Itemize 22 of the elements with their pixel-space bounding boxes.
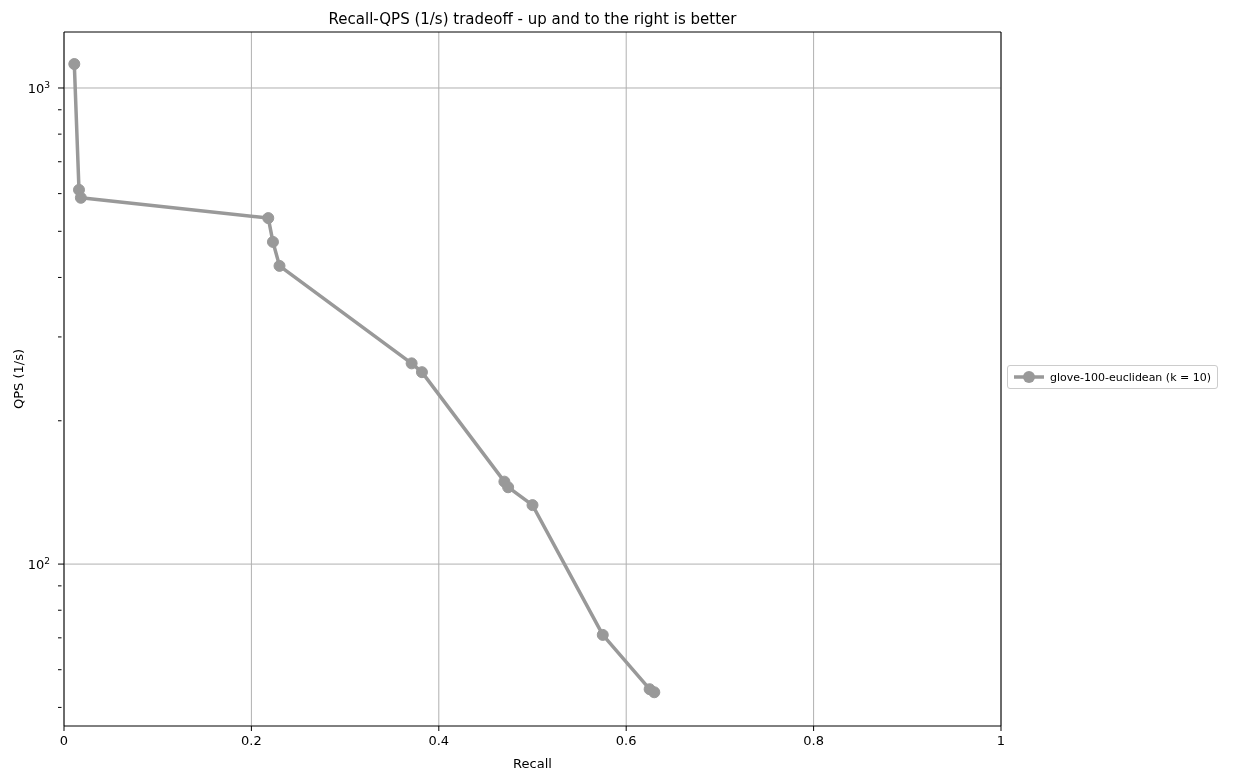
- x-axis-title: Recall: [513, 756, 552, 771]
- point: [273, 259, 286, 272]
- x-tick-label: 0.8: [803, 733, 824, 748]
- legend-label: glove-100-euclidean (k = 10): [1050, 370, 1211, 384]
- point: [502, 481, 515, 494]
- y-tick-label: 10$^{3}$: [27, 79, 51, 96]
- point: [415, 366, 428, 379]
- x-tick-label: 0.6: [615, 733, 637, 748]
- x-tick-label: 0.2: [241, 733, 262, 748]
- point: [648, 686, 661, 699]
- point: [596, 628, 609, 641]
- y-axis-title: QPS (1/s): [10, 348, 26, 410]
- y-tick-label: 10$^{2}$: [27, 556, 50, 573]
- x-tick-label: 0.4: [428, 733, 450, 748]
- point: [68, 58, 81, 70]
- point: [526, 499, 539, 512]
- point: [262, 212, 275, 225]
- point: [266, 235, 279, 248]
- chart-title: Recall-QPS (1/s) tradeoff - up and to the right is better: [327, 10, 738, 28]
- x-tick-label: 1: [996, 733, 1006, 748]
- point: [405, 357, 418, 370]
- x-tick-label: 0: [59, 733, 69, 748]
